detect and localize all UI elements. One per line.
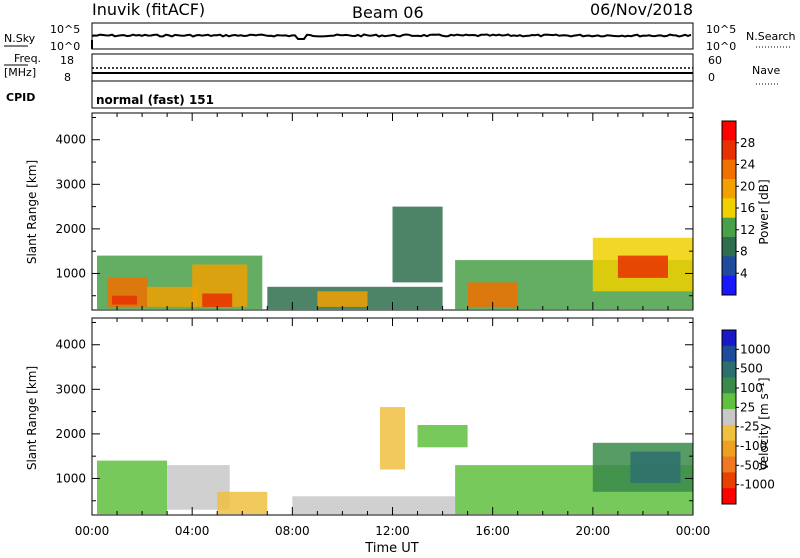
power-colorbar-cell — [722, 217, 736, 238]
time-tick-label: 08:00 — [275, 524, 310, 538]
power-heatmap — [97, 206, 693, 310]
velocity-ytick-label: 1000 — [55, 471, 86, 485]
site-title: Inuvik (fitACF) — [92, 0, 205, 19]
velocity-ytick-label: 2000 — [55, 427, 86, 441]
power-colorbar-label: 20 — [740, 179, 755, 193]
nave-label: Nave — [752, 64, 780, 77]
power-region-2 — [147, 286, 198, 307]
power-region-12 — [617, 255, 668, 278]
time-axis-label: Time UT — [364, 541, 418, 554]
power-axes: 1000 2000 3000 4000 — [55, 113, 694, 310]
power-colorbar-cell — [722, 237, 736, 257]
velocity-colorbar-label: -500 — [740, 458, 767, 472]
power-colorbar-cell — [722, 121, 736, 141]
velocity-colorbar-cell — [722, 440, 736, 457]
velocity-colorbar-cell — [722, 456, 736, 473]
nsearch-tick-top: 10^5 — [706, 23, 736, 36]
velocity-ylabel: Slant Range [km] — [25, 366, 39, 470]
velocity-colorbar-label: -100 — [740, 439, 767, 453]
nave-tick-bottom: 0 — [708, 71, 715, 84]
cpid-label: CPID — [6, 91, 35, 104]
velocity-region-2 — [217, 491, 268, 515]
time-tick-label: 16:00 — [475, 524, 510, 538]
power-colorbar-label: 28 — [740, 136, 755, 150]
power-colorbar-cell — [722, 179, 736, 199]
power-region-8 — [392, 206, 443, 283]
power-region-5 — [112, 295, 137, 305]
freq-tick-bottom: 8 — [64, 71, 71, 84]
time-tick-label: 20:00 — [576, 524, 611, 538]
velocity-colorbar-label: 100 — [740, 381, 763, 395]
power-colorbar-cell — [722, 198, 736, 219]
velocity-axes: 1000 2000 3000 4000 00:00 04:00 08:00 12:00 16:0… — [55, 318, 710, 538]
velocity-region-5 — [417, 425, 468, 448]
velocity-colorbar-cell — [722, 409, 736, 426]
velocity-colorbar-label: 500 — [740, 362, 763, 376]
time-tick-label: 12:00 — [375, 524, 410, 538]
power-colorbar-cell — [722, 140, 736, 161]
velocity-colorbar-label: 1000 — [740, 342, 771, 356]
time-tick-label: 04:00 — [175, 524, 210, 538]
velocity-region-8 — [630, 451, 681, 483]
power-ytick-label: 2000 — [55, 222, 86, 236]
velocity-colorbar: 1000 500 100 25 -25 -100 -500 -1000 — [721, 329, 775, 505]
velocity-colorbar-cell — [722, 424, 736, 442]
velocity-colorbar-title: Velocity [m s⁻¹] — [757, 377, 771, 470]
nsearch-label: N.Search — [746, 30, 796, 43]
velocity-heatmap — [97, 407, 693, 515]
power-colorbar-label: 12 — [740, 223, 755, 237]
velocity-colorbar-cell — [722, 377, 736, 394]
nave-tick-top: 60 — [708, 54, 722, 67]
cpid-value: normal (fast) 151 — [96, 93, 214, 107]
power-ytick-label: 3000 — [55, 177, 86, 191]
power-colorbar-cell — [722, 275, 736, 296]
velocity-colorbar-cell — [722, 330, 736, 347]
power-colorbar-label: 16 — [740, 201, 755, 215]
power-colorbar-label: 24 — [740, 158, 755, 172]
velocity-colorbar-label: -25 — [740, 420, 760, 434]
velocity-colorbar-cell — [722, 345, 736, 363]
nsearch-tick-bottom: 10^0 — [706, 40, 736, 53]
power-ylabel: Slant Range [km] — [25, 160, 39, 264]
velocity-region-0 — [97, 460, 168, 515]
power-colorbar-cell — [722, 159, 736, 180]
time-tick-label: 00:00 — [75, 524, 110, 538]
velocity-colorbar-cell — [722, 472, 736, 489]
date-title: 06/Nov/2018 — [590, 0, 693, 19]
velocity-colorbar-cell — [722, 488, 736, 505]
velocity-region-4 — [380, 407, 405, 470]
power-region-4 — [202, 293, 233, 307]
power-ytick-label: 1000 — [55, 266, 86, 280]
nsky-tick-bottom: 10^0 — [50, 40, 80, 53]
velocity-ytick-label: 4000 — [55, 338, 86, 352]
velocity-colorbar-cell — [722, 361, 736, 378]
velocity-ytick-label: 3000 — [55, 382, 86, 396]
velocity-colorbar-label: -1000 — [740, 478, 775, 492]
velocity-colorbar-cell — [722, 393, 736, 410]
freq-tick-top: 18 — [60, 54, 74, 67]
velocity-region-3 — [292, 496, 456, 515]
velocity-colorbar-frame — [721, 329, 737, 505]
power-colorbar-cell — [722, 256, 736, 277]
power-region-7 — [317, 291, 368, 307]
nsky-trace — [91, 33, 692, 40]
velocity-colorbar-label: 25 — [740, 400, 755, 414]
power-colorbar-label: 8 — [740, 245, 748, 259]
power-colorbar-label: 4 — [740, 266, 748, 280]
nsky-tick-top: 10^5 — [50, 23, 80, 36]
freq-label: Freq. — [14, 52, 41, 65]
power-colorbar-title: Power [dB] — [757, 179, 771, 244]
time-tick-label: 00:00 — [676, 524, 711, 538]
freq-unit: [MHz] — [4, 66, 36, 79]
beam-title: Beam 06 — [352, 3, 424, 22]
power-colorbar: 4 8 12 16 20 24 28 — [721, 120, 755, 296]
power-ytick-label: 4000 — [55, 133, 86, 147]
nsky-label: N.Sky — [4, 32, 36, 45]
cpid-panel — [91, 80, 694, 109]
